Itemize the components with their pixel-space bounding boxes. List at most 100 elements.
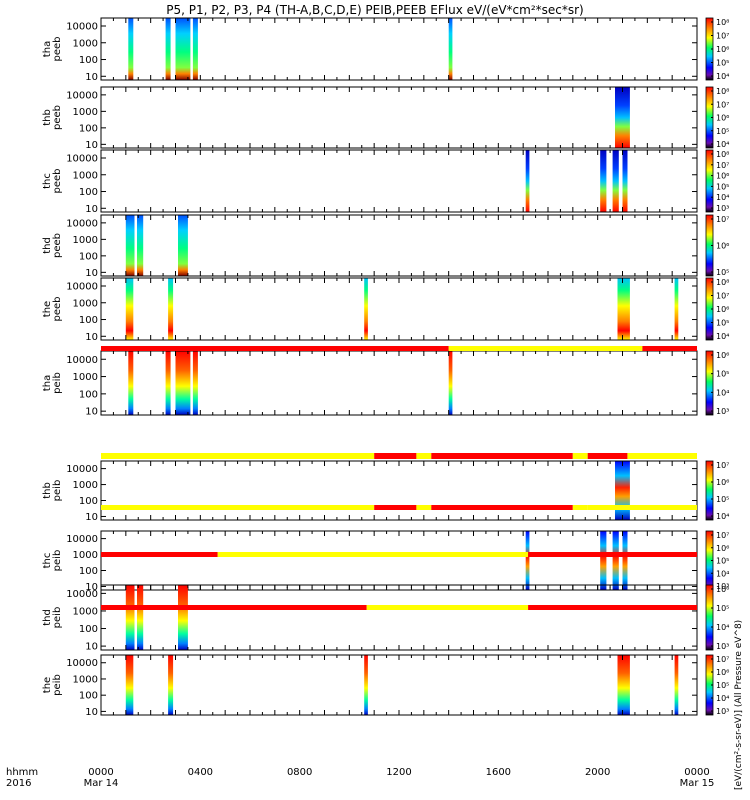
colorbar-tick-label: 10⁶ xyxy=(716,305,729,314)
spectrogram-burst xyxy=(617,278,630,340)
colorbar-tick-label: 10⁶ xyxy=(716,544,729,553)
panel-the-peib: 10 100 1000 10000 the peib 10⁷ 10⁶ 10⁵ 10⁴ 10³ xyxy=(42,654,729,718)
mode-segment xyxy=(627,453,697,459)
colorbar-tick-label: 10⁸ xyxy=(716,87,729,96)
y-tick-label: 10 xyxy=(85,582,98,593)
y-tick-label: 10 xyxy=(85,332,98,343)
spectrogram-burst xyxy=(364,655,368,715)
x-tick-label: 0400 xyxy=(188,767,213,778)
colorbar-tick-label: 10⁵ xyxy=(716,268,729,277)
y-tick-label: 100 xyxy=(79,496,98,507)
date-label-end: Mar 15 xyxy=(680,778,715,789)
spectrogram-burst xyxy=(168,655,174,715)
spectrogram-burst xyxy=(125,655,134,715)
y-tick-label: 1000 xyxy=(73,107,98,118)
spectrogram-burst xyxy=(448,351,453,415)
panel-thd-peib: 10 100 1000 10000 thd peib 10⁶ 10⁵ 10⁴ 10³ xyxy=(42,584,729,653)
colorbar-tick-label: 10⁴ xyxy=(716,332,729,341)
spectrogram-burst xyxy=(674,278,679,340)
mode-bars xyxy=(101,346,697,610)
y-tick-label: 10000 xyxy=(66,589,98,600)
spectrogram-burst xyxy=(622,150,628,212)
colorbar-tick-label: 10⁸ xyxy=(716,18,729,27)
mode-segment xyxy=(587,453,628,459)
y-tick-label: 100 xyxy=(79,624,98,635)
panel-frame xyxy=(100,149,698,213)
corner-label-hhmm: hhmm xyxy=(6,767,38,778)
colorbar-tick-label: 10⁴ xyxy=(716,569,729,578)
colorbar-label: [eV/(cm²-s-sr-eV)] (All Pressure eV^8) xyxy=(734,620,744,790)
mode-segment xyxy=(101,505,375,510)
colorbar-tick-label: 10⁵ xyxy=(716,182,729,191)
panel-frame xyxy=(100,654,698,716)
panel-thb-peib: 10 100 1000 10000 thb peib 10⁷ 10⁶ 10⁵ 10⁴ xyxy=(42,460,729,523)
colorbar-tick-label: 10⁶ xyxy=(716,172,729,181)
colorbar-tick-label: 10⁸ xyxy=(716,278,729,287)
colorbar-tick-label: 10⁴ xyxy=(716,140,729,149)
colorbar-tick-label: 10⁶ xyxy=(716,351,729,360)
colorbar-tick-label: 10³ xyxy=(716,407,729,416)
chart-title: P5, P1, P2, P3, P4 (TH-A,B,C,D,E) PEIB,P… xyxy=(166,3,583,17)
spectrogram-burst xyxy=(125,278,134,340)
panel-label: peib xyxy=(52,480,63,502)
y-tick-label: 10000 xyxy=(66,90,98,101)
mode-segment xyxy=(416,453,432,459)
spectrogram-burst xyxy=(525,531,530,590)
y-tick-label: 10000 xyxy=(66,281,98,292)
colorbar-tick-label: 10⁵ xyxy=(716,370,729,379)
spectrogram-burst xyxy=(615,461,630,520)
spectrogram-burst xyxy=(168,278,174,340)
colorbar-tick-label: 10³ xyxy=(716,707,729,716)
x-tick-label: 0000 xyxy=(88,767,113,778)
colorbar-tick-label: 10⁷ xyxy=(716,32,729,41)
y-tick-label: 1000 xyxy=(73,38,98,49)
colorbar-tick-label: 10⁵ xyxy=(716,557,729,566)
spectrogram-burst xyxy=(128,18,134,80)
panel-label: thb xyxy=(42,482,53,499)
mode-segment xyxy=(101,552,218,557)
panel-label: thd xyxy=(42,237,53,254)
spectrogram-burst xyxy=(525,150,530,212)
colorbar-tick-label: 10⁴ xyxy=(716,623,729,632)
y-tick-label: 100 xyxy=(79,315,98,326)
panel-frame xyxy=(100,584,698,651)
colorbar-tick-label: 10⁵ xyxy=(716,319,729,328)
panel-frame xyxy=(100,214,698,277)
colorbar xyxy=(705,149,714,213)
x-tick-label: 0800 xyxy=(287,767,312,778)
spectrogram-burst xyxy=(165,351,171,415)
y-tick-label: 100 xyxy=(79,251,98,262)
y-tick-label: 10000 xyxy=(66,658,98,669)
y-tick-label: 10000 xyxy=(66,464,98,475)
spectrogram-burst xyxy=(175,18,191,80)
mode-segment xyxy=(528,605,697,610)
y-tick-label: 10000 xyxy=(66,153,98,164)
mode-bar xyxy=(101,605,697,610)
panel-thd-peeb: 10 100 1000 10000 thd peeb 10⁷ 10⁶ 10⁵ xyxy=(42,214,729,279)
spectrogram-burst xyxy=(600,531,607,590)
colorbar-tick-label: 10³ xyxy=(716,582,729,591)
panel-frame xyxy=(100,530,698,591)
panel-label: peeb xyxy=(52,297,63,322)
panel-thb-peeb: 10 100 1000 10000 thb peeb 10⁸ 10⁷ 10⁶ 10⁵ 10⁴ xyxy=(42,86,729,151)
colorbar-tick-label: 10⁵ xyxy=(716,59,729,68)
colorbar-tick-label: 10⁷ xyxy=(716,531,729,540)
mode-segment xyxy=(374,505,417,510)
panel-label: thd xyxy=(42,609,53,626)
colorbar-tick-label: 10⁶ xyxy=(716,114,729,123)
panel-label: tha xyxy=(42,41,53,57)
panel-tha-peib: 10 100 1000 10000 tha peib 10⁶ 10⁵ 10⁴ 10³ xyxy=(42,350,729,418)
mode-segment xyxy=(642,346,697,351)
colorbar-tick-label: 10⁴ xyxy=(716,388,729,397)
spectrogram-burst xyxy=(622,531,628,590)
colorbar-tick-label: 10³ xyxy=(716,642,729,651)
mode-segment xyxy=(528,552,697,557)
y-tick-label: 100 xyxy=(79,389,98,400)
spectrogram-burst xyxy=(612,150,619,212)
colorbar-tick-label: 10⁴ xyxy=(716,694,729,703)
panel-label: peeb xyxy=(52,37,63,62)
colorbar-tick-label: 10⁵ xyxy=(716,681,729,690)
mode-segment xyxy=(101,346,449,351)
